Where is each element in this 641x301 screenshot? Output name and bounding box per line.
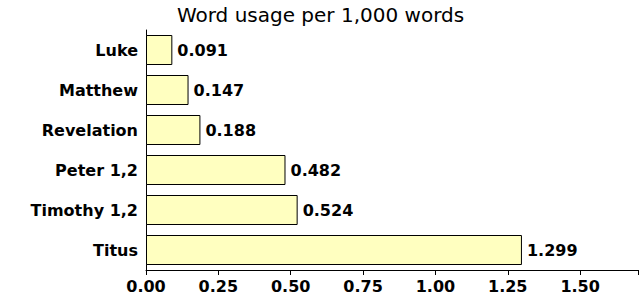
svg-text:0.75: 0.75 bbox=[343, 277, 382, 296]
svg-text:0.00: 0.00 bbox=[126, 277, 165, 296]
svg-text:0.188: 0.188 bbox=[205, 121, 256, 140]
svg-text:0.147: 0.147 bbox=[194, 81, 245, 100]
svg-text:0.482: 0.482 bbox=[290, 161, 341, 180]
svg-text:1.50: 1.50 bbox=[560, 277, 599, 296]
svg-text:Timothy 1,2: Timothy 1,2 bbox=[31, 201, 138, 220]
svg-text:Luke: Luke bbox=[95, 41, 138, 60]
svg-text:Revelation: Revelation bbox=[42, 121, 138, 140]
svg-text:Word usage per 1,000 words: Word usage per 1,000 words bbox=[177, 3, 464, 27]
svg-text:0.50: 0.50 bbox=[271, 277, 310, 296]
svg-text:1.299: 1.299 bbox=[527, 241, 578, 260]
svg-text:Matthew: Matthew bbox=[59, 81, 138, 100]
svg-text:0.25: 0.25 bbox=[199, 277, 238, 296]
svg-text:0.091: 0.091 bbox=[177, 41, 228, 60]
svg-text:1.00: 1.00 bbox=[416, 277, 455, 296]
svg-text:Peter 1,2: Peter 1,2 bbox=[55, 161, 138, 180]
svg-text:1.25: 1.25 bbox=[488, 277, 527, 296]
svg-text:0.524: 0.524 bbox=[303, 201, 354, 220]
svg-text:Titus: Titus bbox=[93, 241, 138, 260]
